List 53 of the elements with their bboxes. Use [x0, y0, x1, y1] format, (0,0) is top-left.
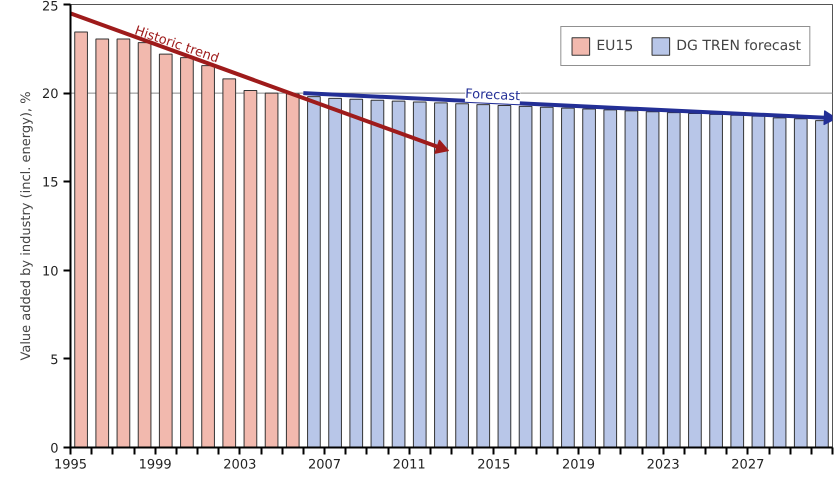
bar — [603, 109, 618, 448]
y-axis-title: Value added by industry (incl. energy), % — [18, 91, 34, 361]
bar — [434, 102, 448, 448]
bar — [476, 104, 490, 448]
x-tick-label: 1995 — [54, 458, 88, 472]
legend-label: DG TREN forecast — [676, 38, 801, 54]
legend-label: EU15 — [596, 38, 634, 54]
bar — [815, 120, 829, 448]
bar — [752, 116, 766, 448]
y-tick-label: 10 — [42, 264, 59, 280]
x-tick-label: 2019 — [562, 458, 596, 472]
bar — [455, 103, 469, 448]
x-tick-label: 2011 — [392, 458, 426, 472]
y-tick-label: 15 — [42, 176, 59, 191]
bar — [201, 65, 215, 448]
x-tick-label: 2003 — [223, 458, 256, 472]
bar — [307, 96, 321, 448]
bar — [392, 100, 406, 448]
bar — [328, 98, 342, 448]
series-label: Forecast — [464, 86, 520, 104]
bar — [286, 93, 300, 448]
bar — [772, 117, 786, 448]
bar — [158, 54, 173, 448]
bar — [244, 90, 258, 448]
bar — [666, 112, 681, 448]
bar — [646, 111, 660, 448]
bar — [688, 112, 702, 448]
y-tick-label: 20 — [42, 87, 59, 102]
y-tick-label: 25 — [42, 0, 59, 14]
y-tick-label: 5 — [50, 352, 59, 368]
bar — [222, 78, 236, 448]
bar — [116, 38, 130, 448]
bar — [582, 108, 596, 448]
bar — [74, 31, 88, 448]
bar — [794, 118, 808, 448]
bar — [349, 98, 364, 448]
bar — [412, 101, 427, 448]
bar — [730, 114, 744, 448]
x-tick-label: 2023 — [646, 458, 680, 472]
bar — [498, 105, 512, 448]
bar — [95, 38, 110, 448]
bar — [624, 110, 638, 448]
bar — [709, 114, 723, 448]
x-tick-label: 2027 — [731, 458, 764, 472]
bar — [518, 106, 532, 448]
x-tick-label: 2015 — [477, 458, 510, 472]
bar — [561, 108, 575, 448]
bar — [264, 92, 278, 448]
bar — [370, 100, 384, 448]
x-tick-label: 1999 — [138, 458, 172, 472]
x-tick-label: 2007 — [308, 458, 342, 472]
bar — [540, 106, 554, 448]
y-tick-label: 0 — [50, 442, 59, 456]
